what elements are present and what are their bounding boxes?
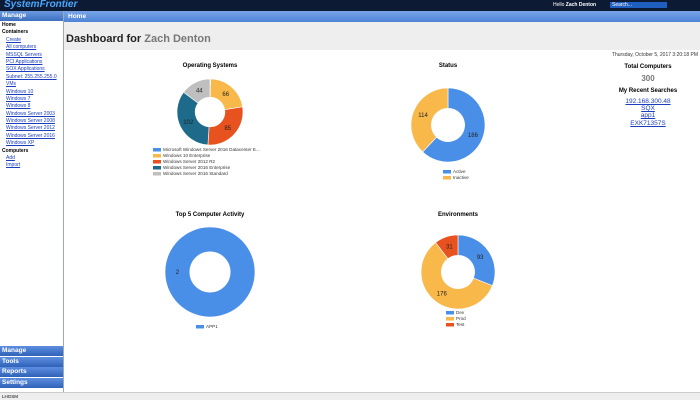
sidebar-title[interactable]: Manage: [0, 11, 63, 21]
pie-segment: [410, 87, 449, 153]
pie-segment: [457, 234, 496, 287]
segment-label: 176: [437, 291, 448, 297]
legend-swatch: [153, 154, 161, 158]
chart-title: Top 5 Computer Activity: [176, 212, 245, 218]
search-link[interactable]: 192.168.300.48: [625, 98, 671, 105]
legend-swatch: [443, 170, 451, 174]
searches-title: My Recent Searches: [618, 88, 678, 94]
sidebar-footer-item[interactable]: Tools: [0, 356, 63, 367]
search-link[interactable]: app1: [640, 112, 656, 120]
sidebar-link[interactable]: Windows 10: [6, 88, 34, 95]
searches: 192.168.300.48 SQX app1 EXK71357S: [598, 98, 698, 127]
pie-segment: [435, 234, 459, 260]
legend-label: Windows 10 Enterprise: [163, 153, 211, 158]
charts: Operating Systems1668510244Microsoft Win…: [153, 63, 496, 329]
sidebar-section: Computers: [2, 147, 29, 154]
top-bar: [0, 0, 700, 11]
segment-label: 66: [222, 92, 229, 98]
sidebar-link[interactable]: Windows Server 2016: [6, 132, 55, 139]
sidebar-link[interactable]: SOX Applications: [6, 66, 45, 73]
chart-title: Operating Systems: [183, 63, 238, 69]
sidebar-link[interactable]: Windows Server 2008: [6, 118, 55, 125]
legend-label: APP1: [206, 324, 218, 329]
sidebar-link[interactable]: MSSQL Servers: [6, 51, 42, 58]
logo[interactable]: SystemFrontier: [4, 0, 78, 10]
pie-segment: [176, 91, 210, 146]
sidebar-footer-item[interactable]: Manage: [0, 346, 63, 356]
sidebar-link[interactable]: Windows 7: [6, 95, 31, 102]
segment-label: 186: [468, 133, 479, 139]
search-link[interactable]: SQX: [641, 105, 655, 113]
legend-label: Windows Server 2016 Standard: [163, 171, 228, 176]
legend-swatch: [446, 317, 454, 321]
pie-segment: [183, 78, 211, 104]
title-band: [64, 22, 700, 50]
greeting-text: Hello: [553, 2, 565, 8]
segment-label: 93: [477, 255, 484, 261]
sidebar-link[interactable]: Create: [6, 36, 22, 43]
legend-label: Microsoft Windows Server 2016 Datacenter…: [163, 147, 260, 152]
sidebar-link[interactable]: Windows 8: [6, 103, 31, 110]
sidebar-link[interactable]: Subnet: 255.255.255.0: [6, 73, 57, 80]
sidebar-link[interactable]: VMs: [6, 81, 16, 88]
legend-swatch: [153, 172, 161, 176]
segment-label: 85: [224, 126, 231, 132]
summary: Total Computers 300 My Recent Searches 1…: [598, 64, 698, 127]
sidebar-section: Containers: [2, 29, 29, 36]
legend-label: Test: [456, 322, 465, 327]
total-title: Total Computers: [624, 64, 672, 70]
legend-label: Dev: [456, 310, 465, 315]
chart-title: Status: [439, 63, 458, 69]
sidebar-list: Home Containers Create All computers MSSQL S…: [0, 22, 63, 170]
segment-label: 102: [183, 120, 194, 126]
sidebar-link[interactable]: PCI Applications: [6, 58, 43, 65]
sidebar-link[interactable]: Windows Server 2003: [6, 110, 55, 117]
legend-label: Active: [453, 169, 466, 174]
pie-segment: [422, 87, 486, 163]
legend-label: Inactive: [453, 175, 469, 180]
legend-swatch: [153, 166, 161, 170]
legend-swatch: [443, 176, 451, 180]
search-box[interactable]: Search...: [610, 2, 667, 8]
sidebar-link[interactable]: All computers: [6, 44, 37, 51]
sidebar-footer-item[interactable]: Settings: [0, 378, 63, 389]
page-title: Dashboard for Zach Denton: [66, 33, 211, 45]
legend-swatch: [446, 323, 454, 327]
title-text: Dashboard for: [66, 33, 142, 45]
total-value: 300: [641, 74, 655, 83]
greeting: Hello Zach Denton: [553, 2, 596, 8]
segment-label: 44: [196, 89, 203, 95]
search-link[interactable]: EXK71357S: [630, 119, 666, 127]
segment-label: 2: [176, 270, 180, 276]
sidebar-link[interactable]: Windows Server 2012: [6, 125, 55, 132]
legend-swatch: [153, 160, 161, 164]
sidebar-link[interactable]: Import: [6, 162, 21, 169]
legend-swatch: [446, 311, 454, 315]
chart-title: Environments: [438, 212, 479, 218]
title-user: Zach Denton: [144, 33, 211, 45]
pie-segment: [164, 226, 256, 318]
segment-label: 114: [418, 113, 428, 119]
user-name[interactable]: Zach Denton: [565, 2, 597, 8]
timestamp: Thursday, October 5, 2017 3:20:18 PM: [611, 52, 698, 58]
sidebar: [0, 11, 64, 392]
sidebar-home[interactable]: Home: [2, 22, 16, 28]
breadcrumb[interactable]: Home: [64, 11, 700, 22]
legend-label: Prod: [456, 316, 466, 321]
sidebar-footer-item[interactable]: Reports: [0, 367, 63, 378]
sidebar-link[interactable]: Add: [6, 155, 15, 162]
sidebar-link[interactable]: Windows XP: [6, 140, 35, 147]
legend-label: Windows Server 2016 Enterprise: [163, 165, 231, 170]
pie-segment: [420, 242, 493, 310]
status-bar: LHGSM: [0, 392, 700, 400]
segment-label: 31: [446, 245, 453, 251]
sidebar-footer: Manage Tools Reports Settings: [0, 346, 63, 389]
legend-swatch: [153, 148, 161, 152]
legend-swatch: [196, 325, 204, 329]
legend-label: Windows Server 2012 R2: [163, 159, 216, 164]
